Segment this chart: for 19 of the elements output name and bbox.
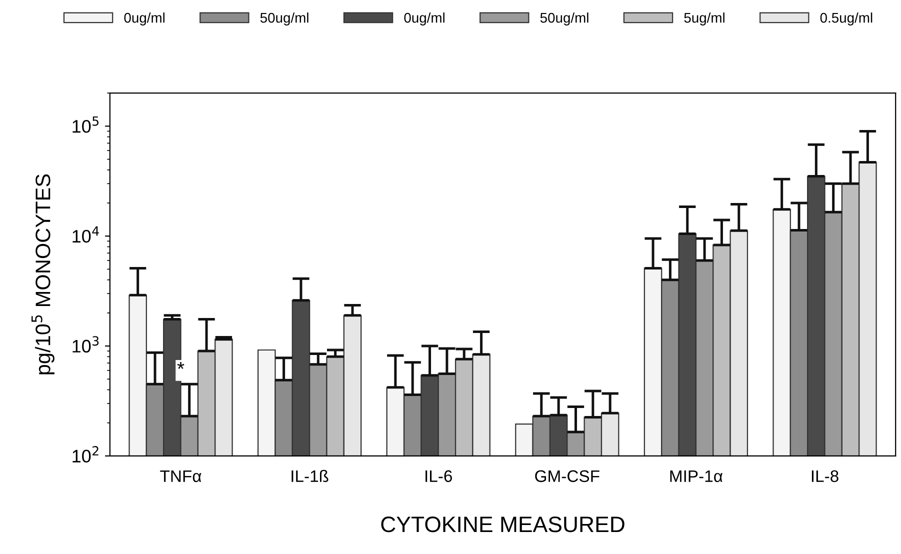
x-tick-label: IL-8 xyxy=(812,470,838,482)
legend-label: 0ug/ml xyxy=(124,12,164,26)
legend-label: 0.5ug/ml xyxy=(820,12,872,26)
x-tick-label: IL-6 xyxy=(426,470,452,482)
legend-label: 0ug/ml xyxy=(404,12,444,26)
y-axis-title: pg/10$^{5}$ MONOCYTES xyxy=(32,174,54,374)
y-tick-label: 10$^{4}$ xyxy=(72,226,99,243)
annotation: * xyxy=(177,362,184,369)
x-axis-title: CYTOKINE MEASURED xyxy=(381,516,624,532)
legend-label: 5ug/ml xyxy=(684,12,724,26)
legend-label: 50ug/ml xyxy=(260,12,308,26)
x-tick-label: MIP-1α xyxy=(670,470,723,482)
x-tick-label: TNFα xyxy=(160,470,202,482)
x-tick-label: IL-1ß xyxy=(292,470,328,482)
legend-label: 50ug/ml xyxy=(540,12,588,26)
y-tick-label: 10$^{3}$ xyxy=(72,336,99,353)
y-tick-label: 10$^{2}$ xyxy=(72,446,98,463)
x-tick-label: GM-CSF xyxy=(535,470,600,482)
y-tick-label: 10$^{5}$ xyxy=(72,116,99,133)
